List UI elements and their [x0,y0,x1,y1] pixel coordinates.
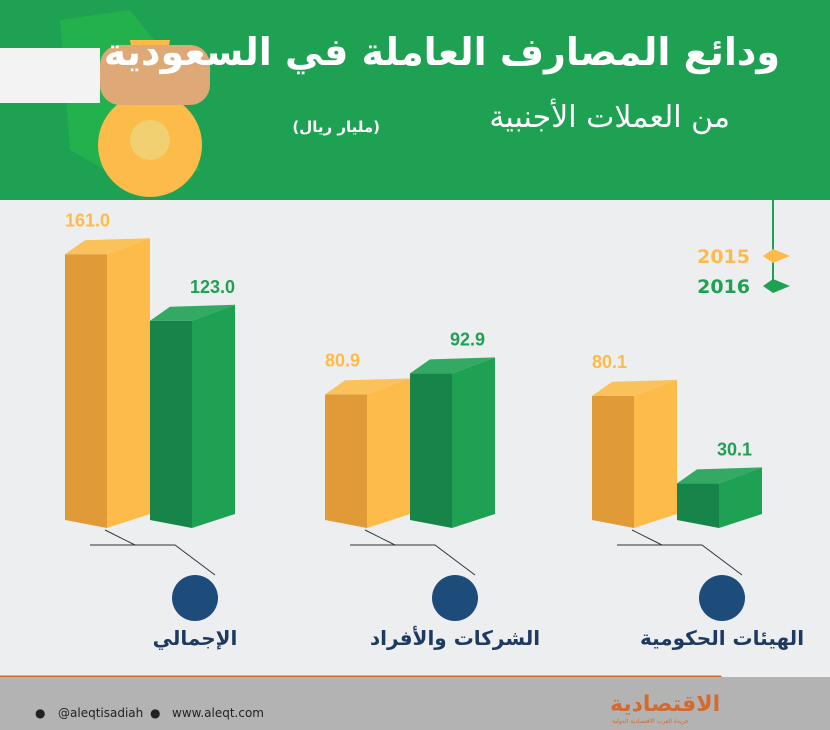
legend-marker-2015 [763,249,790,263]
category-label: الهيئات الحكومية [640,626,804,650]
bar-face-2015 [592,395,634,528]
data-label: 161.0 [65,210,110,230]
twitter-handle[interactable]: @aleqtisadiah [58,706,144,720]
briefcase-icon [432,575,478,621]
bar-side-2015 [107,238,150,528]
legend-marker-2016 [763,279,790,293]
logo-subtitle: جريدة العرب الاقتصادية الدولية [612,718,689,725]
data-label: 80.1 [592,352,627,372]
bar-top-2016 [150,304,235,321]
logo: الاقتصادية [610,692,721,717]
legend-label: 2016 [697,276,750,298]
bar-side-2015 [634,379,677,528]
axis-line [631,529,663,546]
header: ودائع المصارف العاملة في السعودية من الع… [0,0,830,200]
globe-icon: ● [150,706,161,720]
bar-top-2015 [65,238,150,255]
bar-chart: 161.0 123.0 الإجمالي 80.9 92.9 الشركات والأفر… [0,200,830,677]
bar-face-2016 [677,483,719,528]
twitter-icon: ● [35,706,46,720]
bar-side-2015 [367,378,410,528]
bar-face-2015 [325,394,367,528]
saudi-emblem-icon [699,575,745,621]
bar-side-2016 [192,304,235,528]
page-subtitle: من العملات الأجنبية [489,100,730,135]
data-label: 123.0 [190,277,235,297]
data-label: 92.9 [450,329,485,349]
footer [0,677,830,730]
bar-face-2016 [410,373,452,528]
money-bag-illustration [0,10,210,197]
bar-top-2016 [677,467,762,484]
website-link[interactable]: www.aleqt.com [172,706,264,720]
category-label: الشركات والأفراد [370,625,540,650]
unit-label: (مليار ريال) [292,118,380,136]
category-connector [90,544,216,576]
bar-side-2016 [719,467,762,528]
data-label: 80.9 [325,350,360,370]
category-connector [350,544,476,576]
page-title: ودائع المصارف العاملة في السعودية [103,30,780,74]
category-label: الإجمالي [153,626,238,651]
bar-face-2016 [150,320,192,528]
bar-top-2016 [410,357,495,374]
axis-line [104,529,136,546]
bar-face-2015 [65,254,107,528]
bar-top-2015 [592,379,677,396]
category-connector [617,544,743,576]
bar-side-2016 [452,357,495,528]
safe-icon [172,575,218,621]
legend-label: 2015 [697,246,750,268]
bar-top-2015 [325,378,410,395]
axis-line [364,529,396,546]
data-label: 30.1 [717,439,752,459]
